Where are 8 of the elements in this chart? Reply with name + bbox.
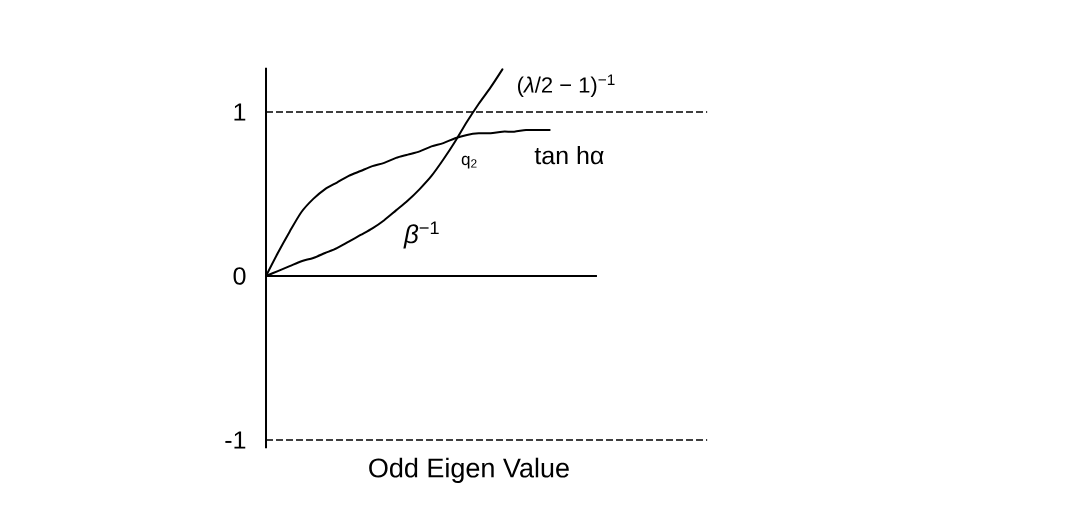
y-tick-label: 0 [233,267,246,285]
x-axis-title: Odd Eigen Value [369,457,569,483]
y-tick-label: -1 [225,431,246,449]
annotation: β$^{−1}$ [403,221,439,249]
annotation: q$_{2}$ [461,155,477,169]
series-label: tan hα [534,145,604,165]
y-tick-label: 1 [234,103,246,121]
series-label: (λ/2 − 1)$^{−1}$ [517,74,615,98]
